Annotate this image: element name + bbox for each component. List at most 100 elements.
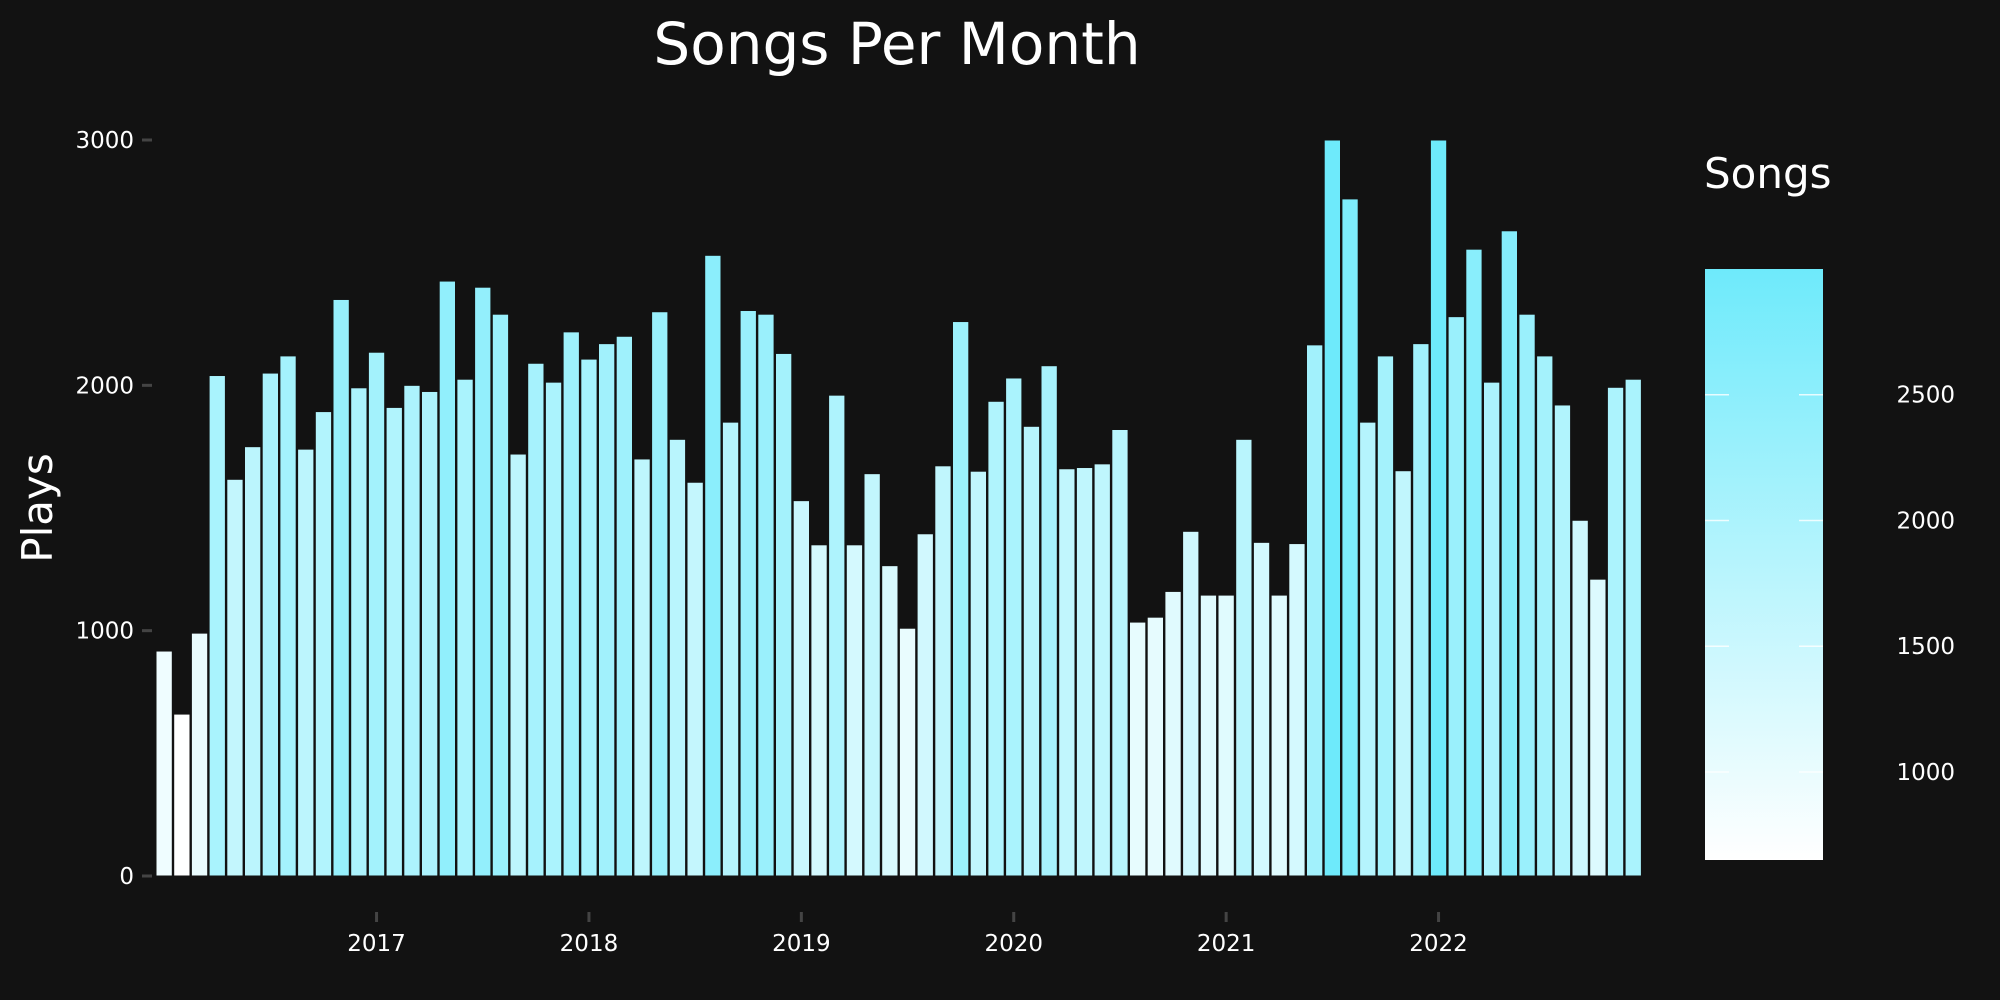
bar bbox=[1005, 377, 1023, 877]
bar bbox=[1376, 355, 1395, 877]
bar bbox=[1341, 198, 1359, 877]
bar bbox=[562, 331, 580, 877]
y-tick-label: 0 bbox=[119, 864, 134, 890]
bar bbox=[580, 358, 598, 877]
bar bbox=[1270, 594, 1288, 877]
colorbar-gradient bbox=[1705, 269, 1823, 860]
bar bbox=[1483, 381, 1501, 877]
colorbar-tick-label: 2500 bbox=[1896, 383, 1955, 409]
bar bbox=[190, 632, 209, 877]
bar bbox=[633, 458, 651, 877]
bar bbox=[208, 375, 226, 877]
bar bbox=[314, 411, 333, 877]
bar bbox=[952, 321, 970, 877]
bar bbox=[1040, 365, 1058, 877]
bar bbox=[881, 565, 899, 877]
bar bbox=[863, 473, 881, 877]
bar bbox=[1394, 470, 1412, 877]
bar bbox=[226, 478, 244, 877]
bar bbox=[244, 446, 262, 877]
bar bbox=[1235, 438, 1253, 877]
bar bbox=[1465, 248, 1483, 877]
bar bbox=[367, 351, 386, 877]
bar bbox=[1182, 530, 1200, 877]
bar bbox=[792, 500, 811, 877]
bar bbox=[155, 650, 173, 877]
bar bbox=[1359, 421, 1377, 877]
colorbar-legend: Songs 1000 1500 2000 2500 bbox=[1704, 149, 1955, 860]
x-axis: 2017 2018 2019 2020 2021 2022 bbox=[347, 912, 1468, 957]
bar bbox=[1146, 616, 1164, 877]
x-tick-label: 2021 bbox=[1197, 931, 1256, 957]
y-axis: 0 1000 2000 3000 bbox=[75, 128, 152, 890]
bar bbox=[598, 343, 616, 877]
y-tick-label: 1000 bbox=[75, 619, 134, 645]
bar bbox=[1536, 355, 1554, 877]
x-tick-label: 2018 bbox=[560, 931, 619, 957]
bar bbox=[1412, 343, 1430, 877]
bar bbox=[934, 465, 952, 877]
x-tick-label: 2019 bbox=[772, 931, 831, 957]
colorbar-title: Songs bbox=[1704, 149, 1832, 198]
bar bbox=[828, 394, 846, 877]
chart-title: Songs Per Month bbox=[653, 10, 1140, 78]
bar bbox=[385, 406, 403, 877]
bar bbox=[916, 533, 934, 877]
bar bbox=[509, 453, 527, 877]
bar bbox=[1429, 139, 1448, 877]
y-axis-label: Plays bbox=[13, 453, 62, 562]
bar bbox=[261, 372, 280, 877]
bar bbox=[704, 254, 722, 877]
colorbar-tick-label: 2000 bbox=[1896, 508, 1955, 534]
bar bbox=[1624, 378, 1642, 877]
bar bbox=[898, 627, 917, 877]
x-tick-label: 2017 bbox=[347, 931, 406, 957]
bar bbox=[1093, 463, 1111, 877]
bar bbox=[1164, 590, 1182, 877]
bar bbox=[1589, 578, 1607, 877]
bar bbox=[1553, 404, 1572, 877]
bar bbox=[474, 286, 492, 877]
bar bbox=[969, 470, 988, 877]
colorbar-tick-label: 1000 bbox=[1896, 760, 1955, 786]
bar bbox=[1306, 344, 1324, 877]
bar bbox=[1217, 594, 1235, 877]
x-tick-label: 2020 bbox=[984, 931, 1043, 957]
bar bbox=[173, 713, 191, 877]
bar bbox=[403, 384, 421, 877]
x-tick-label: 2022 bbox=[1409, 931, 1468, 957]
bar bbox=[332, 298, 350, 877]
bar bbox=[651, 311, 669, 877]
bar bbox=[1447, 316, 1465, 877]
y-tick-label: 3000 bbox=[75, 128, 134, 154]
bar bbox=[739, 310, 757, 877]
bar bbox=[810, 544, 828, 877]
bar bbox=[615, 335, 634, 877]
y-tick-label: 2000 bbox=[75, 373, 134, 399]
bar bbox=[1323, 139, 1341, 877]
bars bbox=[155, 139, 1642, 877]
bar bbox=[1129, 621, 1147, 877]
bar bbox=[279, 355, 297, 877]
bar bbox=[438, 280, 457, 877]
bar bbox=[350, 387, 368, 877]
bar bbox=[1022, 425, 1041, 877]
bar bbox=[775, 352, 793, 877]
bar bbox=[1288, 543, 1306, 877]
bar bbox=[1058, 468, 1076, 877]
bar bbox=[1500, 230, 1518, 877]
bar bbox=[527, 362, 545, 877]
bar bbox=[297, 448, 315, 877]
bar bbox=[1518, 313, 1536, 877]
bar bbox=[456, 378, 474, 877]
bar bbox=[1075, 467, 1094, 877]
colorbar-tick-label: 1500 bbox=[1896, 634, 1955, 660]
bar bbox=[987, 400, 1005, 877]
bar bbox=[668, 438, 687, 877]
bar bbox=[686, 481, 704, 877]
bar bbox=[1199, 594, 1218, 877]
bar bbox=[544, 381, 563, 877]
bar bbox=[421, 390, 439, 877]
bar bbox=[491, 313, 510, 877]
